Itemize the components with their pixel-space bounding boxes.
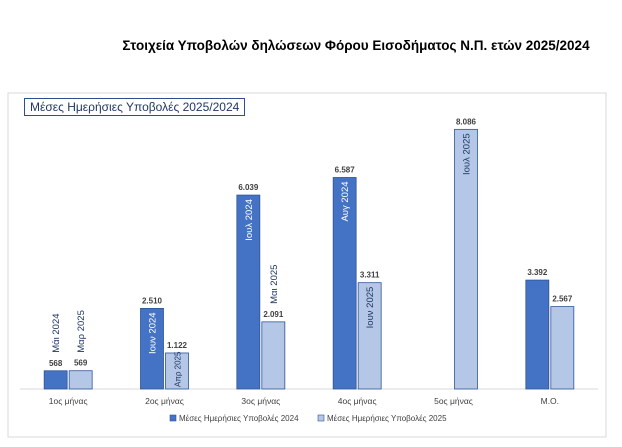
month-label-s2-3: Μαι 2025	[269, 265, 280, 304]
category-label-1: 1ος μήνας	[49, 396, 88, 406]
bar-s1-4	[332, 177, 357, 390]
month-label-s1-3: Ιουλ 2024	[244, 199, 255, 241]
category-label-2: 2ος μήνας	[145, 396, 184, 406]
value-label-s1-3: 6.039	[238, 183, 259, 192]
value-label-s2-3: 2.091	[263, 310, 284, 319]
value-label-s2-6: 2.567	[552, 295, 573, 304]
bar-s2-2	[165, 352, 189, 390]
bar-s2-6	[550, 306, 575, 390]
bar-s2-1	[68, 370, 93, 390]
bar-s1-6	[525, 279, 550, 390]
value-label-s1-4: 6.587	[335, 165, 356, 174]
bar-s2-3	[261, 321, 286, 390]
value-label-s1-1: 568	[49, 359, 63, 368]
legend-swatch-1	[169, 414, 177, 422]
month-label-s2-1: Μαρ 2025	[76, 310, 87, 353]
chart-frame	[7, 92, 607, 438]
value-label-s2-5: 8.086	[456, 117, 477, 126]
legend-label-2: Μέσες Ημερήσιες Υποβολές 2025	[327, 414, 447, 423]
legend-label-1: Μέσες Ημερήσιες Υποβολές 2024	[179, 414, 299, 423]
month-label-s1-2: Ιουν 2024	[148, 312, 159, 354]
month-label-s2-4: Ιουν 2025	[365, 287, 376, 329]
month-label-s2-5: Ιουλ 2025	[462, 133, 473, 175]
bar-s1-3	[236, 194, 261, 390]
bar-s1-2	[140, 308, 164, 390]
category-label-4: 4ος μήνας	[338, 396, 377, 406]
value-label-s1-6: 3.392	[527, 268, 548, 277]
month-label-s1-4: Αυγ 2024	[340, 181, 351, 221]
bar-s1-1	[43, 370, 68, 390]
value-label-s2-4: 3.311	[360, 271, 380, 280]
category-label-6: Μ.Ο.	[541, 396, 559, 406]
bar-s2-4	[357, 282, 382, 390]
legend-swatch-2	[317, 414, 325, 422]
month-label-s2-2: Απρ 2025	[174, 351, 183, 387]
value-label-s1-2: 2.510	[142, 296, 163, 305]
value-label-s2-2: 1.122	[167, 341, 188, 350]
bar-s2-5	[454, 128, 478, 390]
page-title: Στοιχεία Υποβολών δηλώσεων Φόρου Εισοδήμ…	[122, 38, 590, 53]
chart-title: Μέσες Ημερήσιες Υποβολές 2025/2024	[24, 98, 246, 116]
value-label-s2-1: 569	[74, 359, 88, 368]
month-label-s1-1: Μάι 2024	[51, 313, 62, 352]
category-label-3: 3ος μήνας	[241, 396, 280, 406]
category-label-5: 5ος μήνας	[434, 396, 473, 406]
